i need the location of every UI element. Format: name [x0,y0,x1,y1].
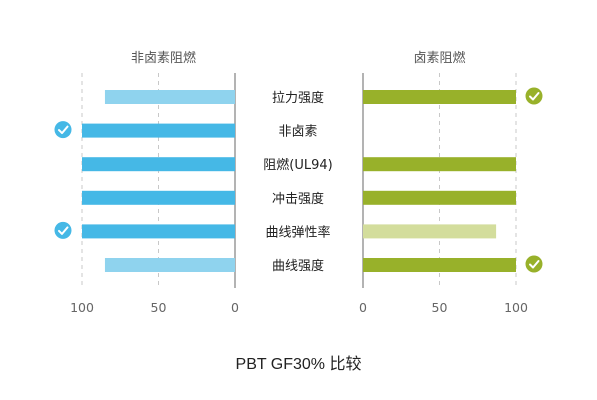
grid-layer [81,73,517,288]
left-tick-label: 0 [231,300,239,315]
category-label: 非卤素 [278,124,317,140]
right-tick-label: 0 [359,300,367,315]
category-label: 曲线弹性率 [265,224,330,240]
left-tick-label: 50 [151,300,167,315]
right-series-label: 卤素阻燃 [413,50,465,66]
right-bar [363,157,516,172]
category-label: 阻燃(UL94) [263,157,332,173]
check-icon [54,121,72,139]
right-bar [363,90,516,104]
left-series-label: 非卤素阻燃 [131,50,196,66]
check-icon [525,255,543,273]
right-bar [363,224,497,239]
right-bar [363,190,516,205]
left-bar [82,190,235,205]
left-bar [104,258,235,272]
left-bar [82,157,235,172]
right-tick-label: 50 [432,300,448,315]
category-label: 冲击强度 [272,191,324,207]
left-bar [82,224,235,239]
bars-layer [82,90,516,272]
left-bar [104,90,235,104]
left-bar [82,123,235,138]
check-icon [54,221,72,239]
left-tick-label: 100 [70,300,94,315]
right-bar [363,258,516,272]
check-icon [525,87,543,105]
category-label: 曲线强度 [272,258,324,274]
chart-title: PBT GF30% 比较 [235,356,362,373]
right-tick-label: 100 [504,300,528,315]
category-label: 拉力强度 [272,90,324,106]
